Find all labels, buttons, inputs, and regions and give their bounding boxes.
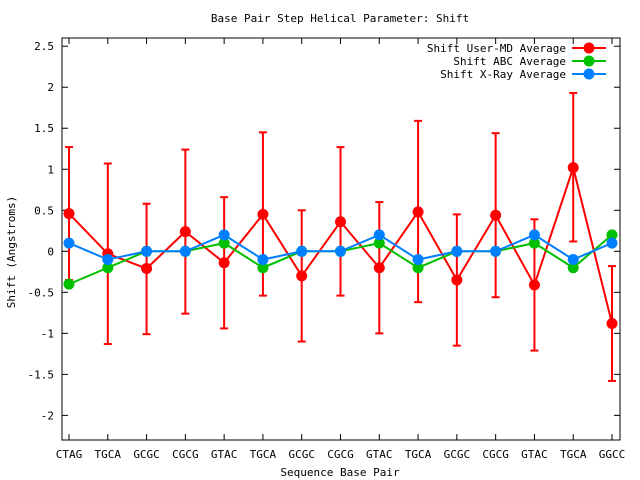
x-tick-label: CGCG — [172, 448, 199, 461]
x-tick-label: CGCG — [482, 448, 509, 461]
legend-swatch-marker — [583, 55, 595, 67]
x-tick-label: TGCA — [405, 448, 432, 461]
data-point — [528, 279, 540, 291]
data-point — [567, 262, 579, 274]
data-point — [296, 245, 308, 257]
x-tick-label: CTAG — [56, 448, 83, 461]
x-tick-label: GTAC — [366, 448, 393, 461]
y-tick-label: 1 — [47, 163, 54, 176]
y-tick-label: -1.5 — [28, 368, 55, 381]
y-tick-label: -1 — [41, 327, 54, 340]
legend-swatch-marker — [583, 42, 595, 54]
plot-area: -2 -1.5 -1 -0.5 0 0.5 1 1.5 2 2.5 CTAG TGCA GCGC CGCG… — [28, 37, 626, 461]
data-point — [257, 208, 269, 220]
legend-label: Shift X-Ray Average — [440, 68, 566, 81]
x-tick-label: GCGC — [133, 448, 160, 461]
data-point — [63, 208, 75, 220]
data-point — [606, 318, 618, 330]
data-point — [141, 263, 153, 275]
data-point — [528, 237, 540, 249]
data-point — [373, 237, 385, 249]
chart-title: Base Pair Step Helical Parameter: Shift — [211, 12, 469, 25]
x-tick-label: CGCG — [327, 448, 354, 461]
data-point — [606, 229, 618, 241]
legend-label: Shift User-MD Average — [427, 42, 566, 55]
data-point — [218, 237, 230, 249]
data-point — [257, 262, 269, 274]
data-point — [373, 262, 385, 274]
x-tick-label: GCGC — [288, 448, 315, 461]
data-point — [296, 270, 308, 282]
data-point — [412, 206, 424, 218]
data-point — [451, 245, 463, 257]
y-tick-label: 2.5 — [34, 40, 54, 53]
data-point — [179, 226, 191, 238]
data-point — [257, 254, 269, 266]
data-point — [567, 162, 579, 174]
data-point — [606, 237, 618, 249]
y-tick-label: 0 — [47, 245, 54, 258]
data-point — [412, 254, 424, 266]
data-point — [141, 245, 153, 257]
y-tick-label: -2 — [41, 409, 54, 422]
data-point — [412, 262, 424, 274]
data-point — [218, 257, 230, 269]
y-tick-label: 0.5 — [34, 204, 54, 217]
x-tick-label: GTAC — [521, 448, 548, 461]
x-axis-label: Sequence Base Pair — [280, 466, 400, 479]
data-point — [490, 209, 502, 221]
x-tick-label: GGCC — [599, 448, 626, 461]
data-point — [63, 278, 75, 290]
x-tick-label: GCGC — [444, 448, 471, 461]
legend-label: Shift ABC Average — [453, 55, 566, 68]
data-point — [335, 216, 346, 228]
data-point — [179, 245, 191, 257]
x-tick-label: GTAC — [211, 448, 238, 461]
data-point — [102, 262, 114, 274]
data-point — [528, 229, 540, 241]
data-point — [218, 229, 230, 241]
y-tick-label: -0.5 — [28, 286, 55, 299]
data-point — [567, 254, 579, 266]
y-axis-label: Shift (Angstroms) — [5, 196, 18, 309]
data-point — [102, 254, 114, 266]
data-point — [335, 245, 346, 257]
data-point — [451, 274, 463, 286]
y-tick-label: 1.5 — [34, 122, 54, 135]
data-point — [373, 229, 385, 241]
data-point — [490, 245, 502, 257]
legend-swatch-marker — [583, 68, 595, 80]
x-tick-label: TGCA — [250, 448, 277, 461]
x-tick-label: TGCA — [560, 448, 587, 461]
x-tick-label: TGCA — [95, 448, 122, 461]
data-point — [63, 237, 75, 249]
y-tick-label: 2 — [47, 81, 54, 94]
